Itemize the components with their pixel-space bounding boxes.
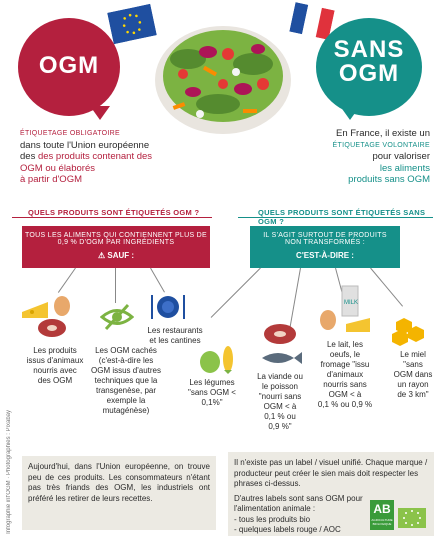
- left-item-1: Les produits issus d'animaux nourris ave…: [20, 346, 90, 386]
- left-line2-text: des produits contenant des: [37, 151, 153, 162]
- sauf-text: SAUF :: [107, 251, 135, 260]
- ogm-bubble-title: OGM: [38, 52, 100, 79]
- left-item-2: Les OGM cachés (c'est-à-dire les OGM iss…: [86, 346, 166, 416]
- eu-organic-leaf-icon: [398, 508, 426, 528]
- left-question: QUELS PRODUITS SONT ÉTIQUETÉS OGM ?: [28, 208, 200, 217]
- ogm-bubble-tail: [90, 106, 110, 120]
- etiquetage-volontaire-label: ÉTIQUETAGE VOLONTAIRE: [332, 141, 430, 149]
- warning-icon: ⚠: [97, 251, 106, 260]
- bottom-right-p2: D'autres labels sont sans OGM pour l'ali…: [234, 493, 363, 514]
- bottom-right-b2: - quelques labels rouge / AOC: [234, 525, 341, 534]
- right-box-line2: NON TRANSFORMÉS :: [284, 239, 366, 246]
- cutlery-plate-icon: [148, 292, 188, 322]
- left-item-2-text: Les OGM cachés (c'est-à-dire les OGM iss…: [91, 346, 161, 415]
- sans-ogm-bubble: SANS OGM: [316, 18, 422, 116]
- left-item-3: Les restaurants et les cantines: [140, 326, 210, 346]
- ogm-bubble: OGM: [18, 18, 120, 116]
- left-line2: des des produits contenant des: [20, 151, 153, 162]
- bottom-right-b1: - tous les produits bio: [234, 514, 311, 524]
- ab-logo-subtext: AGRICULTURE BIOLOGIQUE: [371, 518, 393, 526]
- connector: [115, 268, 116, 303]
- sauf-label: ⚠ SAUF :: [22, 251, 210, 260]
- honey-icon: [388, 316, 428, 346]
- bottom-left-box: Aujourd'hui, dans l'Union européenne, on…: [22, 456, 216, 530]
- ab-logo-icon: AB AGRICULTURE BIOLOGIQUE: [370, 500, 394, 530]
- sans-ogm-bubble-line1: SANS: [333, 36, 405, 63]
- right-item-3: Le lait, les oeufs, le fromage "issu d'a…: [310, 340, 380, 410]
- ab-logo-text: AB: [373, 502, 391, 516]
- bottom-right-box: Il n'existe pas un label / visuel unifié…: [228, 452, 434, 536]
- left-item-1-text: Les produits issus d'animaux nourris ave…: [26, 346, 84, 385]
- connector: [210, 267, 261, 318]
- meat-fish-icon: [258, 322, 304, 370]
- right-item-2-text: La viande ou le poisson "nourri sans OGM…: [257, 372, 303, 431]
- left-line4: à partir d'OGM: [20, 174, 82, 185]
- left-box-line2: 0,9 % D'OGM PAR INGRÉDIENTS: [57, 239, 175, 246]
- right-line1: En France, il existe un: [336, 128, 430, 139]
- eu-flag-icon: [107, 3, 157, 73]
- left-box-line1: TOUS LES ALIMENTS QUI CONTIENNENT PLUS D…: [24, 232, 208, 239]
- left-red-box: TOUS LES ALIMENTS QUI CONTIENNENT PLUS D…: [22, 226, 210, 268]
- right-item-1: Les légumes "sans OGM < 0,1%": [182, 378, 242, 408]
- right-item-3-text: Le lait, les oeufs, le fromage "issu d'a…: [317, 340, 373, 409]
- france-flag-icon: [289, 2, 335, 40]
- cad-text: C'EST-À-DIRE :: [296, 251, 354, 260]
- left-line3: OGM ou élaborés: [20, 162, 95, 174]
- left-question-underline: [12, 217, 212, 218]
- hidden-eye-icon: [99, 302, 135, 332]
- cheese-eggs-meat-icon: [20, 294, 80, 339]
- etiquetage-obligatoire-label: ÉTIQUETAGE OBLIGATOIRE: [20, 130, 120, 137]
- vegetables-icon: [198, 344, 238, 374]
- connector: [57, 267, 76, 293]
- connector: [150, 267, 165, 293]
- right-description: En France, il existe un ÉTIQUETAGE VOLON…: [300, 128, 430, 186]
- right-line4: produits sans OGM: [348, 174, 430, 185]
- right-line2: pour valoriser: [372, 151, 430, 162]
- right-teal-box: IL S'AGIT SURTOUT DE PRODUITS NON TRANSF…: [250, 226, 400, 268]
- bottom-right-p1: Il n'existe pas un label / visuel unifié…: [234, 458, 428, 488]
- left-line1: dans toute l'Union européenne: [20, 139, 150, 151]
- right-box-line1: IL S'AGIT SURTOUT DE PRODUITS: [263, 232, 387, 239]
- left-description: ÉTIQUETAGE OBLIGATOIRE dans toute l'Unio…: [20, 128, 180, 186]
- right-line3: les aliments: [379, 162, 430, 174]
- right-item-1-text: Les légumes "sans OGM < 0,1%": [188, 378, 236, 407]
- salad-bowl-image: [148, 14, 298, 138]
- sans-ogm-bubble-tail: [340, 106, 360, 120]
- right-item-4: Le miel "sans OGM dans un rayon de 3 km": [388, 350, 438, 400]
- right-question-underline: [238, 217, 433, 218]
- svg-text:MILK: MILK: [344, 300, 358, 306]
- left-item-3-text: Les restaurants et les cantines: [147, 326, 203, 345]
- milk-eggs-cheese-icon: MILK: [318, 284, 374, 336]
- bottom-left-text: Aujourd'hui, dans l'Union européenne, on…: [28, 462, 210, 503]
- right-item-2: La viande ou le poisson "nourri sans OGM…: [250, 372, 310, 432]
- sans-ogm-bubble-line2: OGM: [338, 60, 400, 87]
- right-item-4-text: Le miel "sans OGM dans un rayon de 3 km": [393, 350, 433, 399]
- credit: Infographie inf'OGM · Photographies : Pi…: [6, 410, 12, 534]
- connector: [370, 267, 404, 307]
- right-question: QUELS PRODUITS SONT ÉTIQUETÉS SANS OGM ?: [258, 208, 426, 226]
